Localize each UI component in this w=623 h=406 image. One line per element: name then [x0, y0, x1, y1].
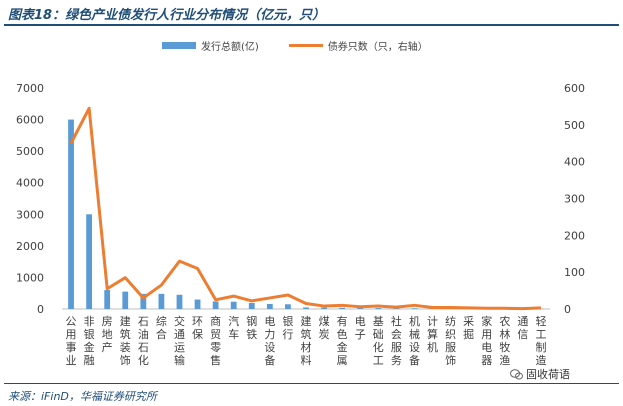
wechat-icon	[510, 368, 523, 379]
x-tick-label: 交通运输	[174, 314, 185, 367]
axes-group: 0 1000 2000 3000 4000 5000 6000 7000 0 100 200 300 4…	[16, 82, 585, 316]
x-tick-label: 建筑材料	[301, 314, 312, 367]
x-tick-label: 电力设备	[264, 315, 275, 367]
source-divider	[4, 383, 619, 384]
legend-bar-swatch	[162, 42, 196, 49]
y2-tick-label: 300	[564, 193, 585, 206]
bar	[104, 290, 111, 309]
x-tick-label: 纺织服饰	[445, 314, 456, 367]
bar	[176, 294, 183, 309]
chart-title: 图表18：绿色产业债发行人行业分布情况（亿元，只）	[8, 8, 326, 23]
bar	[303, 307, 309, 309]
x-tick-label: 综合	[156, 314, 167, 341]
y-tick-label: 3000	[16, 208, 44, 221]
bar	[212, 301, 219, 309]
x-tick-label: 电子	[355, 315, 366, 341]
chart-canvas: 0 1000 2000 3000 4000 5000 6000 7000 0 100 200 300 4…	[16, 82, 585, 367]
watermark: 固收荷语	[510, 366, 570, 382]
bar	[194, 299, 201, 309]
bar	[285, 304, 291, 309]
bar	[411, 308, 418, 309]
x-tick-label: 环保	[192, 315, 203, 341]
x-labels-group: 公用事业非银金融房地产建筑装饰石油石化综合交通运输环保商贸零售汽车钢铁电力设备银…	[66, 314, 547, 367]
bar	[86, 214, 93, 309]
x-tick-label: 机械设备	[409, 314, 420, 367]
bar	[248, 303, 255, 309]
x-tick-label: 农林牧渔	[499, 314, 510, 367]
x-tick-label: 建筑装饰	[120, 314, 131, 367]
bar	[266, 303, 273, 309]
x-tick-label: 有色金属	[337, 314, 348, 367]
y2-tick-label: 400	[564, 156, 585, 169]
y2-tick-label: 0	[564, 303, 571, 316]
y-tick-label: 5000	[16, 145, 44, 158]
legend-line-swatch	[288, 44, 323, 47]
x-tick-label: 基础化工	[373, 315, 384, 367]
x-tick-label: 煤炭	[319, 315, 330, 341]
x-tick-label: 汽车	[228, 314, 239, 341]
y-tick-label: 0	[37, 303, 44, 316]
bar	[230, 301, 237, 309]
source-note: 来源：iFinD，华福证券研究所	[8, 390, 157, 403]
y2-tick-label: 600	[564, 82, 585, 95]
line-series	[69, 106, 542, 311]
y-tick-label: 6000	[16, 114, 44, 127]
y-tick-label: 2000	[16, 240, 44, 253]
x-tick-label: 商贸零售	[210, 314, 221, 367]
x-tick-label: 房地产	[102, 315, 113, 354]
x-tick-label: 通信	[517, 315, 528, 341]
x-tick-label: 银行	[282, 314, 293, 341]
x-tick-label: 石油石化	[138, 315, 149, 367]
x-tick-label: 计算机	[427, 315, 438, 354]
bars-group	[68, 119, 544, 309]
y-tick-label: 7000	[16, 82, 44, 95]
y2-tick-label: 500	[564, 119, 585, 132]
watermark-text: 固收荷语	[526, 368, 570, 381]
x-tick-label: 采掘	[463, 315, 474, 341]
y-tick-label: 1000	[16, 271, 44, 284]
x-tick-label: 钢铁	[246, 315, 257, 341]
y2-tick-label: 100	[564, 266, 585, 279]
legend-line-label: 债券只数（只，右轴）	[327, 42, 428, 53]
x-tick-label: 社会服务	[391, 314, 402, 367]
x-tick-label: 非银金融	[84, 315, 95, 367]
y2-tick-label: 200	[564, 229, 585, 242]
legend: 发行总额(亿) 债券只数（只，右轴）	[162, 38, 428, 53]
legend-bar-label: 发行总额(亿)	[201, 42, 259, 53]
bar	[140, 293, 147, 309]
line-series-group	[69, 106, 542, 311]
bar	[122, 291, 129, 309]
bar	[158, 293, 165, 309]
title-divider	[4, 24, 619, 26]
x-tick-label: 家用电器	[481, 314, 492, 367]
bar	[68, 119, 74, 309]
x-tick-label: 公用事业	[66, 315, 77, 367]
y-tick-label: 4000	[16, 177, 44, 190]
bar	[375, 308, 382, 309]
bar	[339, 307, 346, 309]
x-tick-label: 轻工制造	[535, 314, 546, 367]
bar	[357, 307, 364, 309]
bar	[321, 307, 327, 309]
